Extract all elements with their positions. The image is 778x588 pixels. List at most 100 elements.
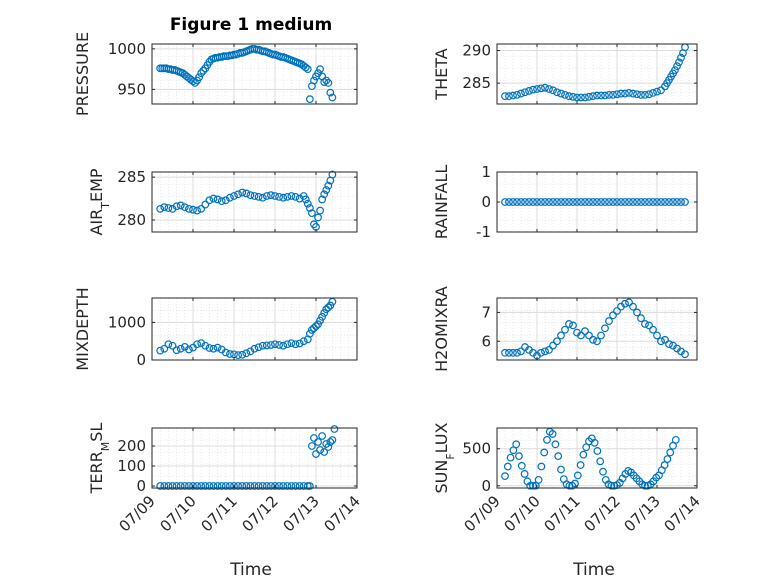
data-point (250, 344, 259, 353)
y-tick-label: 1000 (108, 313, 146, 331)
data-point (573, 198, 581, 206)
data-point (534, 475, 543, 484)
data-point (517, 89, 525, 98)
data-point (176, 344, 185, 353)
data-point (513, 198, 521, 206)
data-point (320, 190, 329, 199)
data-point (645, 321, 653, 330)
data-point (517, 347, 525, 356)
data-point (625, 89, 633, 97)
data-point (637, 90, 645, 99)
data-point (505, 198, 513, 206)
data-point (197, 204, 206, 213)
data-point (320, 309, 329, 317)
data-point (549, 198, 557, 206)
data-point (675, 58, 683, 67)
data-point (517, 461, 526, 470)
data-point (673, 198, 681, 206)
data-point (234, 482, 243, 490)
data-point (234, 351, 243, 360)
data-point (597, 198, 605, 206)
data-point (577, 331, 585, 340)
data-point (279, 482, 288, 490)
data-point (601, 91, 609, 100)
data-point (254, 482, 263, 490)
data-point (318, 195, 327, 204)
data-point (267, 191, 275, 200)
axes-box (151, 427, 358, 489)
data-point (549, 86, 557, 95)
data-point (164, 482, 173, 490)
data-point (681, 350, 689, 359)
data-point (541, 83, 549, 92)
data-point (160, 482, 169, 490)
data-point (328, 436, 337, 444)
data-point (613, 90, 621, 99)
data-point (553, 88, 561, 97)
y-tick-label: 0 (136, 351, 146, 369)
data-point (526, 481, 535, 490)
data-point (637, 314, 645, 323)
data-point (617, 89, 625, 98)
data-point (503, 462, 512, 471)
data-point (548, 430, 557, 438)
data-point (629, 198, 637, 206)
data-point (509, 91, 517, 100)
data-point (545, 198, 553, 206)
data-point (537, 348, 545, 357)
data-point (271, 192, 279, 200)
data-point (573, 93, 581, 102)
data-point (520, 470, 529, 478)
data-point (581, 93, 589, 102)
data-point (561, 198, 569, 206)
y-tick-label: 290 (462, 42, 491, 60)
data-point (191, 79, 199, 87)
plot-area-h2omixra (497, 298, 697, 360)
y-tick-label: 1 (481, 163, 491, 181)
plot-area-terr-msl (152, 428, 357, 488)
data-point (279, 341, 288, 350)
data-point (529, 481, 537, 490)
data-point (633, 308, 641, 317)
data-point (299, 337, 308, 346)
data-point (305, 482, 314, 490)
data-point (609, 311, 617, 320)
data-point (201, 341, 210, 350)
data-point (283, 482, 292, 490)
data-point (318, 312, 327, 321)
data-point (225, 193, 234, 202)
data-point (221, 348, 230, 357)
data-point (557, 89, 565, 98)
data-point (201, 200, 210, 209)
data-point (184, 204, 193, 213)
axes-box (151, 43, 358, 105)
data-point (258, 193, 267, 202)
data-point (505, 348, 513, 357)
data-point (180, 203, 189, 212)
data-point (607, 481, 616, 490)
data-point (609, 198, 617, 206)
data-point (205, 344, 214, 352)
data-point (501, 198, 509, 206)
y-axis-label: RAINFALL (432, 165, 451, 240)
data-point (301, 195, 310, 204)
data-point (197, 69, 206, 78)
data-point (189, 205, 197, 214)
data-point (509, 348, 517, 357)
data-point (509, 198, 517, 206)
data-point (537, 84, 545, 93)
x-tick-label: 07/14 (661, 492, 704, 535)
data-point (621, 299, 629, 308)
data-point (657, 337, 665, 346)
data-point (258, 341, 267, 350)
data-point (242, 189, 251, 198)
y-axis-label: TERRMSL (87, 423, 112, 495)
data-point (279, 193, 288, 202)
x-tick-label: 07/12 (581, 492, 624, 535)
data-point (649, 89, 657, 97)
data-point (195, 73, 204, 82)
data-point (164, 340, 173, 349)
data-point (320, 78, 329, 87)
x-tick-label: 07/09 (461, 492, 504, 535)
data-point (242, 482, 251, 490)
